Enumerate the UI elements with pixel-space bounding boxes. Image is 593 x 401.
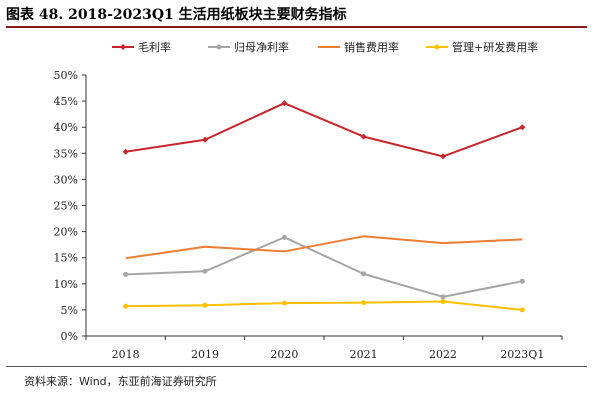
- data-point: [202, 268, 208, 274]
- legend-label: 毛利率: [138, 40, 171, 54]
- y-tick-label: 40%: [54, 121, 78, 134]
- data-point: [360, 133, 367, 140]
- legend-marker: [434, 44, 440, 50]
- y-tick-label: 50%: [54, 69, 78, 82]
- x-tick-label: 2020: [270, 348, 298, 361]
- legend-item-1: 归母净利率: [208, 40, 289, 54]
- data-point: [361, 300, 367, 306]
- legend-label: 销售费用率: [344, 40, 399, 54]
- legend-marker: [216, 44, 222, 50]
- legend-label: 管理+研发费用率: [452, 40, 538, 54]
- series-2: [125, 235, 523, 260]
- data-point: [123, 303, 129, 309]
- data-point: [281, 300, 287, 306]
- series-0: [122, 100, 526, 160]
- data-point: [123, 271, 129, 277]
- source-divider: [6, 366, 587, 367]
- series-line: [125, 236, 523, 298]
- x-tick-label: 2018: [112, 348, 140, 361]
- y-tick-label: 45%: [54, 95, 78, 108]
- data-point: [440, 294, 446, 300]
- y-tick-label: 15%: [54, 252, 78, 265]
- x-tick-label: 2019: [191, 348, 219, 361]
- data-point: [202, 136, 208, 143]
- data-point: [122, 148, 129, 155]
- series-line: [125, 235, 523, 260]
- axes: 0% 5% 10% 15% 20% 25% 30% 35% 40% 45% 50% 2018 2019 2…: [54, 69, 563, 361]
- x-tick-label: 2023Q1: [500, 348, 544, 361]
- plot-area: [122, 100, 526, 313]
- data-point: [440, 153, 446, 160]
- x-tick-label: 2021: [350, 348, 378, 361]
- series-3: [123, 299, 525, 313]
- y-tick-label: 10%: [54, 278, 78, 291]
- y-tick-label: 5%: [61, 304, 78, 317]
- data-point: [519, 124, 526, 131]
- y-tick-label: 0%: [61, 330, 78, 343]
- series-line: [125, 300, 523, 311]
- data-point: [361, 271, 367, 277]
- y-tick-label: 35%: [54, 147, 78, 160]
- y-tick-label: 25%: [54, 200, 78, 213]
- data-point: [440, 299, 446, 305]
- data-point: [281, 100, 288, 107]
- legend-item-3: 管理+研发费用率: [426, 40, 538, 54]
- x-tick-label: 2022: [429, 348, 457, 361]
- data-point: [202, 302, 208, 308]
- series-1: [123, 234, 525, 300]
- legend-item-2: 销售费用率: [318, 40, 399, 54]
- chart-title: 图表 48. 2018-2023Q1 生活用纸板块主要财务指标: [6, 7, 347, 23]
- legend: 毛利率 归母净利率 销售费用率 管理+研发费用率: [112, 40, 538, 54]
- y-tick-label: 30%: [54, 173, 78, 186]
- data-point: [281, 234, 287, 240]
- title-underline: [6, 26, 587, 28]
- legend-marker: [120, 44, 126, 50]
- data-point: [519, 278, 525, 284]
- legend-label: 归母净利率: [234, 40, 289, 54]
- legend-item-0: 毛利率: [112, 40, 171, 54]
- line-chart: 毛利率 归母净利率 销售费用率 管理+研发费用率 0% 5% 10% 15% 20% 25% 30…: [54, 40, 563, 361]
- data-point: [519, 307, 525, 313]
- source-note: 资料来源：Wind，东亚前海证券研究所: [24, 375, 217, 388]
- y-tick-label: 20%: [54, 226, 78, 239]
- series-line: [125, 102, 523, 158]
